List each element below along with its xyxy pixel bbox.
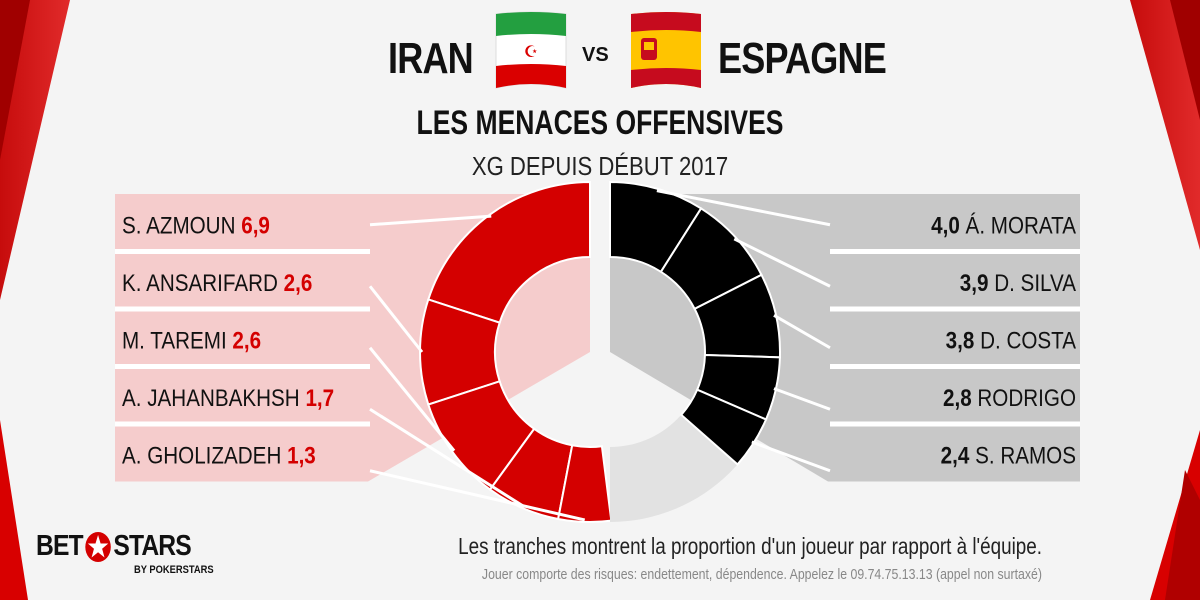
player-row-a-morata: 4,0 Á. MORATA <box>931 212 1076 239</box>
team-right-name: ESPAGNE <box>718 34 887 83</box>
team-left-name: IRAN <box>388 34 474 83</box>
player-name: A. JAHANBAKHSH <box>122 385 300 412</box>
player-name: D. COSTA <box>980 327 1076 354</box>
player-xg-value: 2,8 <box>943 385 972 412</box>
player-name: S. RAMOS <box>975 442 1076 469</box>
player-xg-value: 2,6 <box>232 327 261 354</box>
player-name: S. AZMOUN <box>122 212 235 239</box>
player-row-m-taremi: M. TAREMI 2,6 <box>122 327 261 354</box>
player-row-k-ansarifard: K. ANSARIFARD 2,6 <box>122 270 312 297</box>
player-xg-value: 4,0 <box>931 212 960 239</box>
player-name: D. SILVA <box>994 270 1076 297</box>
iran-slice-a-gholizadeh <box>556 444 613 523</box>
player-xg-value: 6,9 <box>241 212 270 239</box>
spain-leader-line <box>751 440 831 473</box>
spain-flag-icon <box>631 12 701 88</box>
iran-leader-line <box>369 469 586 522</box>
chart-footnote: Les tranches montrent la proportion d'un… <box>458 533 1042 559</box>
versus-label: VS <box>582 44 609 66</box>
player-xg-value: 2,4 <box>941 442 970 469</box>
player-xg-value: 3,9 <box>960 270 989 297</box>
gambling-disclaimer: Jouer comporte des risques: endettement,… <box>481 566 1042 583</box>
player-row-s-ramos: 2,4 S. RAMOS <box>941 442 1076 469</box>
player-xg-value: 1,7 <box>305 385 334 412</box>
player-row-s-azmoun: S. AZMOUN 6,9 <box>122 212 270 239</box>
chart-title: LES MENACES OFFENSIVES <box>416 104 784 142</box>
player-xg-value: 2,6 <box>284 270 313 297</box>
header: IRAN ☪ VS ESPAGNE <box>0 11 1200 102</box>
logo-subtext: BY POKERSTARS <box>134 564 214 576</box>
iran-slice-s-azmoun <box>427 180 591 324</box>
logo-text-bet: BET <box>36 530 84 562</box>
player-name: M. TAREMI <box>122 327 227 354</box>
player-name: A. GHOLIZADEH <box>122 442 281 469</box>
player-xg-value: 1,3 <box>287 442 316 469</box>
player-row-a-gholizadeh: A. GHOLIZADEH 1,3 <box>122 442 316 469</box>
spain-leader-line <box>773 387 831 411</box>
spain-leader-line <box>773 314 831 350</box>
player-row-d-silva: 3,9 D. SILVA <box>960 270 1076 297</box>
logo-text-stars: STARS <box>113 530 191 562</box>
player-xg-value: 3,8 <box>946 327 975 354</box>
player-name: K. ANSARIFARD <box>122 270 278 297</box>
iran-flag-icon: ☪ <box>495 11 567 89</box>
iran-leader-line <box>368 285 424 353</box>
spain-leader-line <box>733 237 831 288</box>
spain-slice-s-ramos <box>679 388 768 466</box>
player-name: Á. MORATA <box>966 212 1076 239</box>
star-icon <box>85 532 111 563</box>
player-row-rodrigo: 2,8 RODRIGO <box>943 385 1076 412</box>
player-name: RODRIGO <box>977 385 1076 412</box>
iran-leader-line <box>369 407 525 508</box>
betstars-logo: BET STARS BY POKERSTARS <box>36 530 236 580</box>
iran-leader-line <box>368 346 456 452</box>
chart-subtitle: XG DEPUIS DÉBUT 2017 <box>471 151 729 181</box>
iran-leader-line <box>369 214 492 227</box>
svg-text:☪: ☪ <box>524 42 538 61</box>
player-row-a-jahanbakhsh: A. JAHANBAKHSH 1,7 <box>122 385 334 412</box>
spain-leader-line <box>656 189 831 227</box>
player-row-d-costa: 3,8 D. COSTA <box>946 327 1076 354</box>
